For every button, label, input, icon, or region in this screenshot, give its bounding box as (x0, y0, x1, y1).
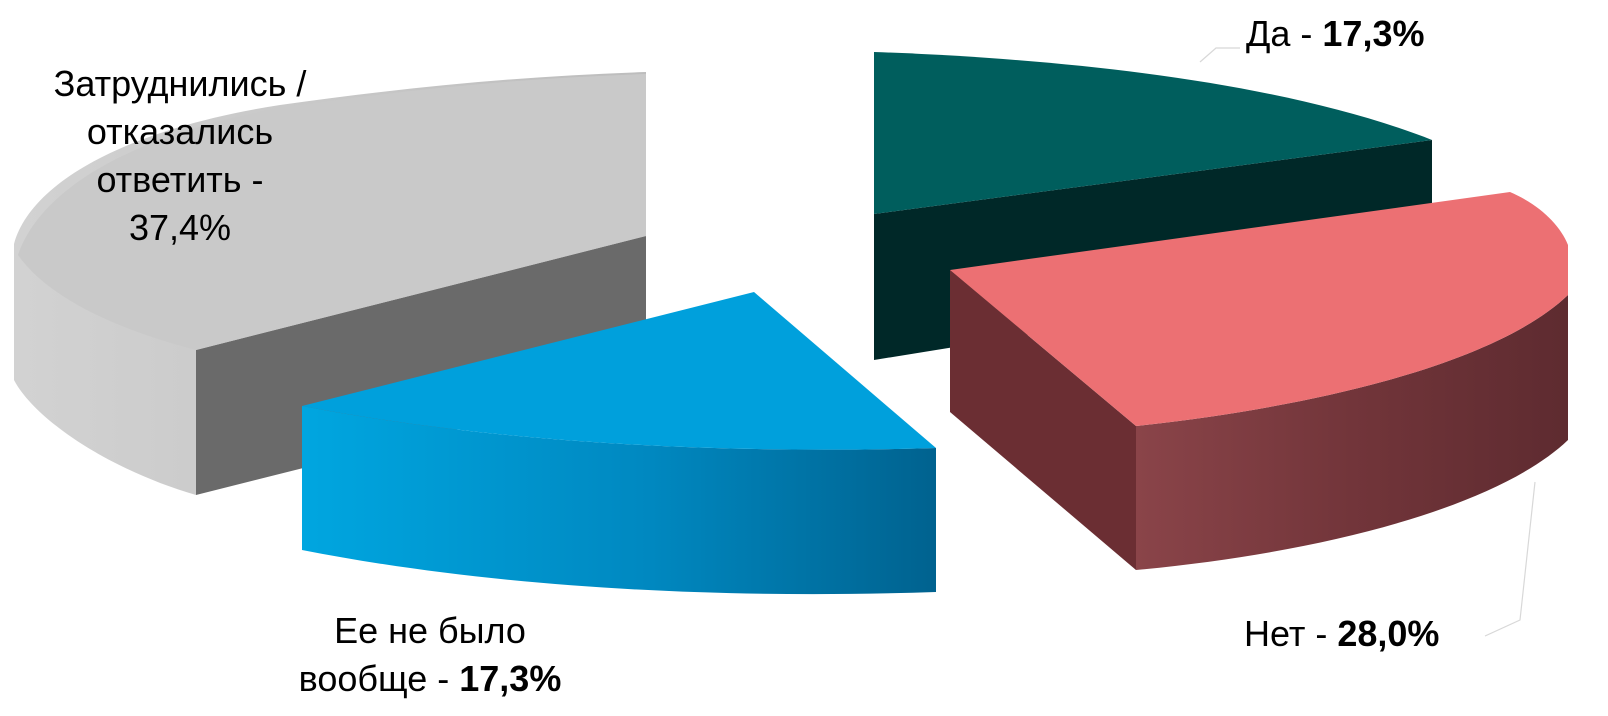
slice-no-side (950, 270, 1136, 570)
label-hard-line4: 37,4% (128, 207, 232, 248)
label-yes-name: Да (1246, 13, 1291, 54)
label-none-line1: Ее не было (334, 610, 526, 651)
slice-yes-top (874, 52, 1432, 214)
label-yes-value: 17,3% (1322, 13, 1425, 54)
label-no: Нет - 28,0% (1244, 610, 1439, 658)
slice-no-rim (1136, 295, 1568, 570)
label-none-sep: - (427, 658, 460, 699)
label-no-sep: - (1305, 613, 1338, 654)
label-no-value: 28,0% (1337, 613, 1440, 654)
label-hard-line3: ответить - (96, 159, 264, 200)
slice-no-top (950, 192, 1568, 426)
leader-line-no (1484, 481, 1536, 637)
label-yes-sep: - (1290, 13, 1323, 54)
slice-none-top (302, 292, 936, 450)
label-yes: Да - 17,3% (1246, 10, 1424, 58)
label-none-value: 17,3% (459, 658, 562, 699)
label-none-line2: вообще (298, 658, 428, 699)
slice-none (302, 292, 936, 595)
label-none-line2-wrap: вообще - 17,3% (250, 655, 610, 703)
slice-no (950, 192, 1568, 570)
slice-none-front (302, 406, 936, 595)
slice-hard-to-answer-top (18, 74, 646, 350)
label-hard-line1: Затруднились / (53, 63, 307, 104)
label-hard-line2: отказались (86, 111, 274, 152)
label-no-name: Нет (1244, 613, 1306, 654)
leader-line-yes (1199, 47, 1240, 63)
label-hard-to-answer: Затруднились / отказались ответить - 37,… (20, 60, 340, 252)
label-none: Ее не было вообще - 17,3% (250, 607, 610, 703)
